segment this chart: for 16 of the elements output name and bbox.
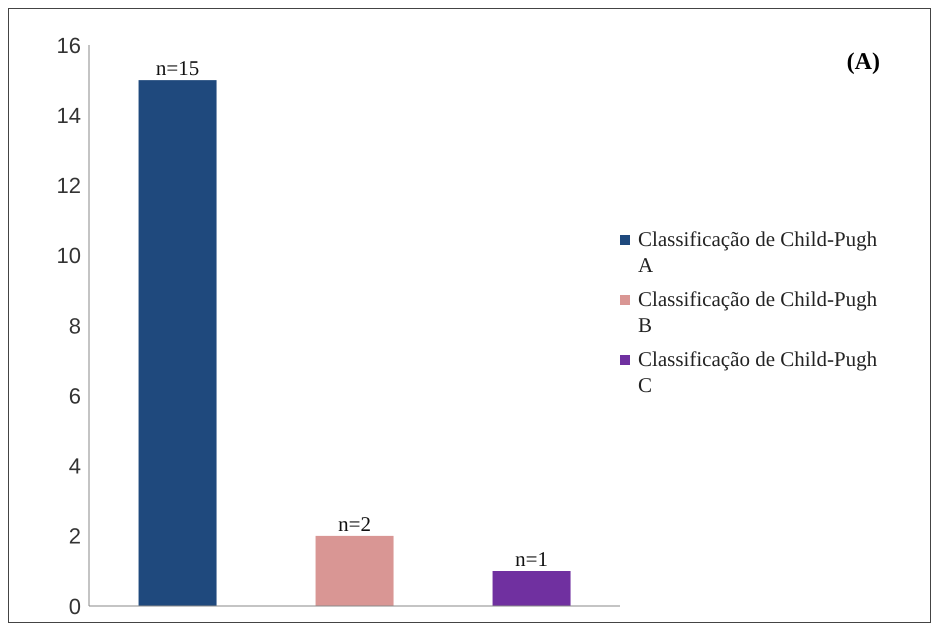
legend-label: Classificação de Child-Pugh A: [638, 226, 878, 278]
y-tick-label: 2: [68, 524, 81, 549]
y-tick-label: 12: [56, 173, 81, 198]
y-tick-label: 14: [56, 102, 81, 128]
y-tick-label: 10: [56, 243, 81, 268]
data-label: n=1: [515, 546, 548, 571]
y-tick-label: 16: [56, 32, 81, 58]
data-label: n=2: [338, 512, 371, 536]
y-tick-label: 0: [68, 594, 81, 619]
y-tick-label: 8: [68, 313, 81, 338]
data-label: n=15: [156, 56, 200, 80]
legend-label: Classificação de Child-Pugh C: [638, 346, 878, 398]
y-tick-label: 6: [68, 383, 81, 408]
y-tick-label: 4: [68, 454, 81, 479]
legend-label: Classificação de Child-Pugh B: [638, 286, 878, 338]
text: (A): [846, 49, 880, 76]
